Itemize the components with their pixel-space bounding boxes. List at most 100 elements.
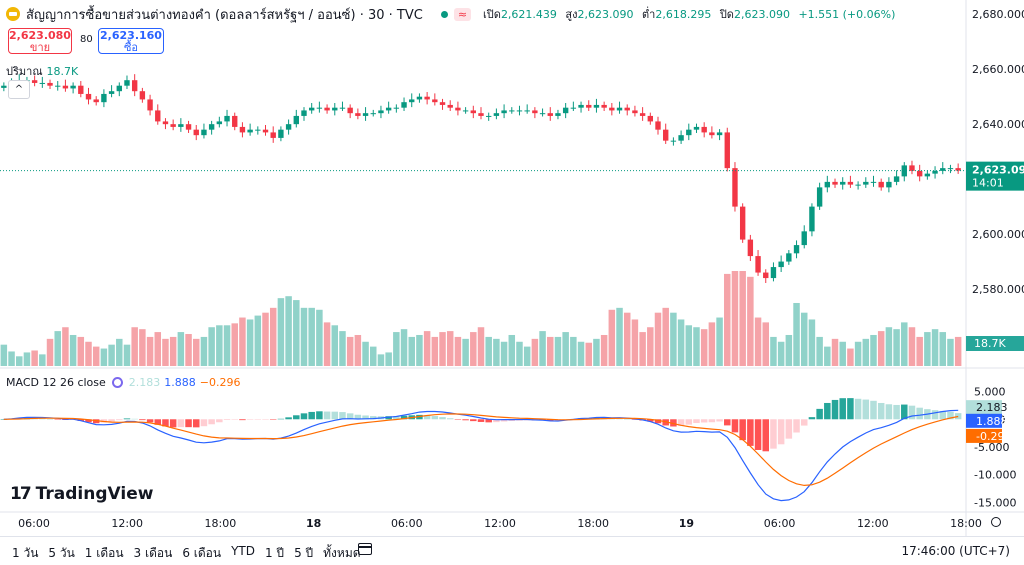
range-button[interactable]: 1 วัน [12,546,39,560]
range-button[interactable]: 5 วัน [48,546,75,560]
volume-bar [639,332,646,366]
macd-histogram-bar [154,419,162,425]
range-button[interactable]: 1 เดือน [84,546,124,560]
candle-body [663,129,669,141]
price-chart[interactable]: 2,680.0002,660.0002,640.0002,620.0002,60… [0,0,1024,536]
macd-histogram-bar [939,410,947,420]
candle-body [47,82,53,86]
volume-bar [131,327,138,366]
macd-histogram-bar [246,419,254,420]
candle-body [478,113,484,116]
candle-body [578,104,584,108]
candle-body [262,129,269,133]
candle-body [739,206,746,240]
candle-body [285,124,292,130]
volume-bar [500,341,508,366]
range-button[interactable]: 3 เดือน [133,546,173,560]
time-tick-label: 18:00 [205,517,237,530]
macd-histogram-bar [200,419,208,427]
volume-bar [685,325,693,366]
candle-body [462,110,469,112]
macd-histogram-bar [731,419,739,433]
candle-body [432,99,438,103]
range-button[interactable]: 1 ปี [264,546,285,560]
volume-bar [531,338,539,366]
volume-bar [762,322,769,366]
collapse-legend-button[interactable]: ^ [8,80,30,99]
candle-body [70,85,76,89]
buy-button[interactable]: 2,623.160 ซื้อ [98,28,164,54]
candle-body [555,113,561,116]
macd-histogram-bar [308,411,315,420]
bar-countdown: 14:01 [972,177,1004,190]
candle-body [362,113,369,116]
sell-button[interactable]: 2,623.080 ขาย [8,28,72,54]
macd-histogram-bar [470,419,477,422]
macd-histogram-bar [693,419,700,424]
candle-body [509,110,515,112]
macd-histogram-bar [908,405,916,420]
macd-histogram-bar [654,419,662,424]
macd-histogram-bar [193,419,200,428]
volume-bar [485,336,492,366]
volume-bar [85,341,92,366]
candle-body [85,93,92,100]
candle-body [1,85,7,88]
volume-bar [700,329,708,366]
volume-bar [754,317,762,366]
candle-body [901,165,907,177]
range-button[interactable]: 5 ปี [294,546,314,560]
macd-settings-icon[interactable] [111,377,123,388]
candle-body [955,168,961,171]
candle-body [416,96,423,100]
candle-body [593,104,600,108]
tradingview-logo[interactable]: 17 TradingView [10,484,154,504]
volume-bar [908,327,916,366]
candle-body [278,129,284,138]
macd-histogram-bar [762,419,769,452]
macd-histogram-bar [847,398,854,420]
range-button[interactable]: YTD [231,544,255,558]
candle-body [855,184,861,186]
candle-body [39,82,46,84]
candle-body [778,261,784,268]
volume-bar [108,344,115,366]
candle-body [224,115,230,122]
candle-body [255,129,261,131]
volume-bar [954,336,962,366]
candle-body [770,267,777,279]
candle-body [347,107,353,114]
candle-body [155,110,161,122]
volume-bar [269,307,277,366]
macd-tick-label: -15.000 [974,496,1016,509]
macd-histogram-bar [254,419,262,420]
volume-bar [285,296,292,366]
macd-histogram-bar [239,419,246,421]
macd-histogram-bar [370,416,377,420]
clock[interactable]: 17:46:00 (UTC+7) [901,544,1010,558]
macd-histogram-bar [623,419,631,420]
volume-bar [716,317,723,366]
range-button[interactable]: 6 เดือน [182,546,222,560]
volume-bar [562,332,569,366]
candle-body [455,107,461,111]
candle-body [539,113,546,115]
macd-histogram-bar [631,419,639,420]
macd-histogram-bar [493,419,500,423]
volume-bar [477,327,485,366]
symbol-title[interactable]: สัญญาการซื้อขายส่วนต่างทองคำ (ดอลลาร์สหร… [26,7,423,23]
volume-bar [200,336,208,366]
volume-legend[interactable]: ปริมาณ 18.7K [6,65,79,78]
candle-body [832,181,838,185]
volume-bar [885,327,893,366]
macd-tick-label: -5.000 [974,441,1009,454]
macd-value-label: 2.183 [976,401,1008,414]
axis-settings-icon[interactable] [991,517,1001,527]
calendar-icon[interactable] [358,543,372,555]
volume-bar [208,327,215,366]
volume-bar [39,354,46,366]
range-button[interactable]: ทั้งหมด [323,546,361,560]
candle-body [847,181,854,185]
volume-bar [8,351,15,366]
macd-legend[interactable]: MACD 12 26 close 2.183 1.888 −0.296 [6,376,241,389]
